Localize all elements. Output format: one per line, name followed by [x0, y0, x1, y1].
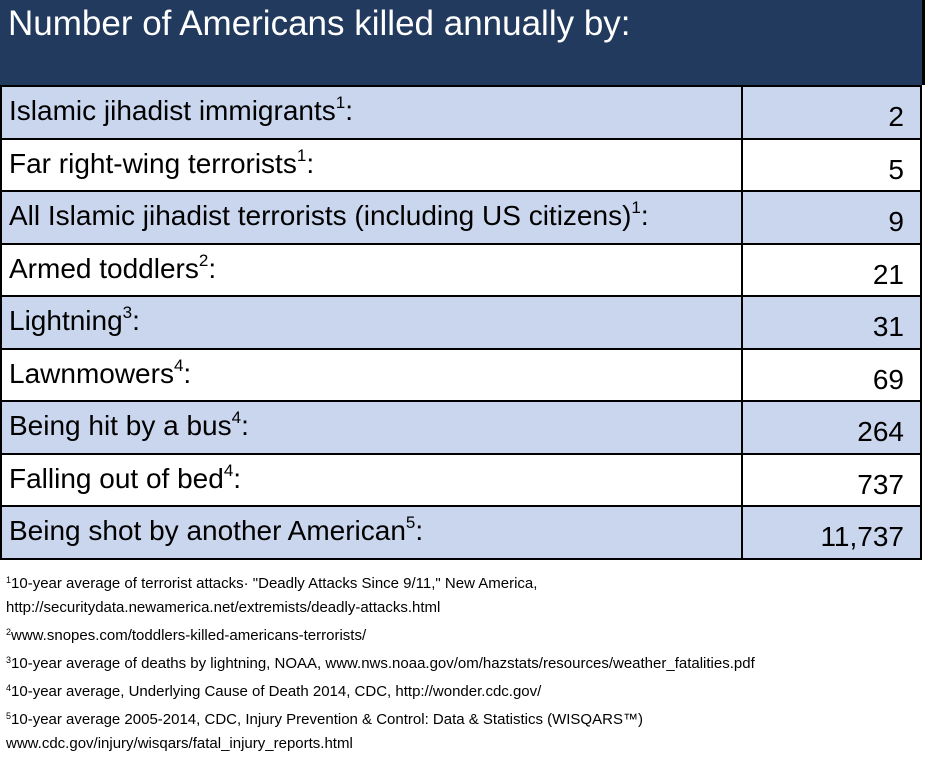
row-label: Lawnmowers [9, 357, 174, 389]
table-row: Islamic jihadist immigrants1: 2 [2, 85, 922, 138]
footnote-marker: 5 [6, 710, 12, 721]
header: Number of Americans killed annually by: [0, 0, 925, 85]
footnote-marker: 3 [6, 654, 12, 665]
row-value: 5 [888, 153, 904, 185]
row-suffix: : [233, 462, 242, 494]
footnote-text: www.snopes.com/toddlers-killed-americans… [11, 626, 367, 644]
row-suffix: : [132, 305, 140, 336]
table-row: Far right-wing terrorists1: 5 [2, 137, 922, 190]
row-value: 9 [888, 206, 904, 237]
row-value-cell: 31 [743, 297, 922, 348]
row-label-cell: Lightning3: [2, 297, 743, 348]
footnote-marker: 4 [6, 682, 12, 693]
row-label: Falling out of bed [9, 462, 224, 494]
row-label-cell: Falling out of bed4: [2, 454, 743, 505]
footnote: 410-year average, Underlying Cause of De… [6, 680, 925, 704]
footnote-text: www.cdc.gov/injury/wisqars/fatal_injury_… [6, 734, 353, 752]
row-value: 2 [888, 101, 904, 132]
footnote-text: 10-year average of deaths by lightning, … [11, 654, 755, 672]
row-suffix: : [306, 147, 315, 179]
footnote-line: 310-year average of deaths by lightning,… [6, 652, 925, 676]
footnote-text: http://securitydata.newamerica.net/extre… [6, 598, 441, 616]
footnote-ref: 1 [296, 145, 307, 165]
footnote-ref: 3 [122, 303, 133, 322]
row-label: Being shot by another American [9, 515, 406, 546]
row-value-cell: 69 [743, 349, 922, 400]
table-row: All Islamic jihadist terrorists (includi… [2, 190, 922, 243]
table: Islamic jihadist immigrants1: 2 Far right-… [0, 85, 922, 560]
table-row: Lightning3: 31 [2, 295, 922, 348]
footnote: 110-year average of terrorist attacks· "… [6, 572, 925, 620]
row-value-cell: 9 [743, 192, 922, 243]
row-label-cell: Being shot by another American5: [2, 507, 743, 558]
row-suffix: : [208, 252, 217, 284]
footnote-ref: 5 [405, 513, 416, 532]
footnote-ref: 1 [335, 93, 346, 112]
row-value-cell: 21 [743, 244, 922, 295]
footnote-line: 110-year average of terrorist attacks· "… [6, 572, 925, 596]
row-value-cell: 5 [743, 139, 922, 190]
row-value-cell: 737 [743, 454, 922, 505]
footnote-text: 10-year average 2005-2014, CDC, Injury P… [11, 710, 643, 728]
table-row: Falling out of bed4: 737 [2, 452, 922, 505]
footnotes: 110-year average of terrorist attacks· "… [0, 560, 925, 756]
table-row: Being hit by a bus4: 264 [2, 400, 922, 453]
table-row: Armed toddlers2: 21 [2, 242, 922, 295]
row-suffix: : [345, 95, 353, 126]
row-label-cell: Lawnmowers4: [2, 349, 743, 400]
footnote-line: www.cdc.gov/injury/wisqars/fatal_injury_… [6, 732, 925, 756]
footnote-text: 10-year average of terrorist attacks· "D… [11, 574, 538, 592]
footnote-ref: 4 [173, 355, 184, 375]
row-value: 69 [872, 363, 904, 395]
row-label: All Islamic jihadist terrorists (includi… [9, 200, 632, 231]
footnote: 2www.snopes.com/toddlers-killed-american… [6, 624, 925, 648]
row-suffix: : [415, 515, 424, 546]
row-suffix: : [241, 410, 249, 441]
row-value: 31 [872, 311, 904, 342]
table-row: Lawnmowers4: 69 [2, 347, 922, 400]
footnote-ref: 4 [223, 460, 234, 480]
title: Number of Americans killed annually by: [8, 4, 631, 43]
row-label: Islamic jihadist immigrants [9, 95, 336, 126]
row-value-cell: 264 [743, 402, 922, 453]
footnote: 310-year average of deaths by lightning,… [6, 652, 925, 676]
row-value-cell: 11,737 [743, 507, 922, 558]
row-label: Far right-wing terrorists [9, 147, 297, 179]
row-value: 21 [872, 258, 904, 290]
row-label: Armed toddlers [9, 252, 199, 284]
row-suffix: : [183, 357, 192, 389]
footnote-ref: 4 [231, 408, 242, 427]
row-value: 737 [857, 468, 904, 500]
footnote-ref: 1 [631, 198, 641, 217]
footnote-line: http://securitydata.newamerica.net/extre… [6, 596, 925, 620]
footnote: 510-year average 2005-2014, CDC, Injury … [6, 708, 925, 756]
row-label-cell: Islamic jihadist immigrants1: [2, 87, 743, 138]
row-label-cell: Far right-wing terrorists1: [2, 139, 743, 190]
footnote-text: 10-year average, Underlying Cause of Dea… [11, 682, 542, 700]
row-label: Being hit by a bus [9, 410, 232, 441]
row-value-cell: 2 [743, 87, 922, 138]
row-label-cell: Armed toddlers2: [2, 244, 743, 295]
footnote-line: 410-year average, Underlying Cause of De… [6, 680, 925, 704]
row-suffix: : [640, 200, 649, 231]
footnote-line: 2www.snopes.com/toddlers-killed-american… [6, 624, 925, 648]
row-label: Lightning [9, 305, 123, 336]
row-label-cell: Being hit by a bus4: [2, 402, 743, 453]
table-row: Being shot by another American5: 11,737 [2, 505, 922, 558]
footnote-marker: 2 [6, 626, 12, 637]
row-value: 264 [857, 416, 904, 447]
footnote-ref: 2 [198, 250, 209, 270]
row-value: 11,737 [820, 521, 904, 552]
footnote-marker: 1 [6, 574, 12, 585]
row-label-cell: All Islamic jihadist terrorists (includi… [2, 192, 743, 243]
footnote-line: 510-year average 2005-2014, CDC, Injury … [6, 708, 925, 732]
